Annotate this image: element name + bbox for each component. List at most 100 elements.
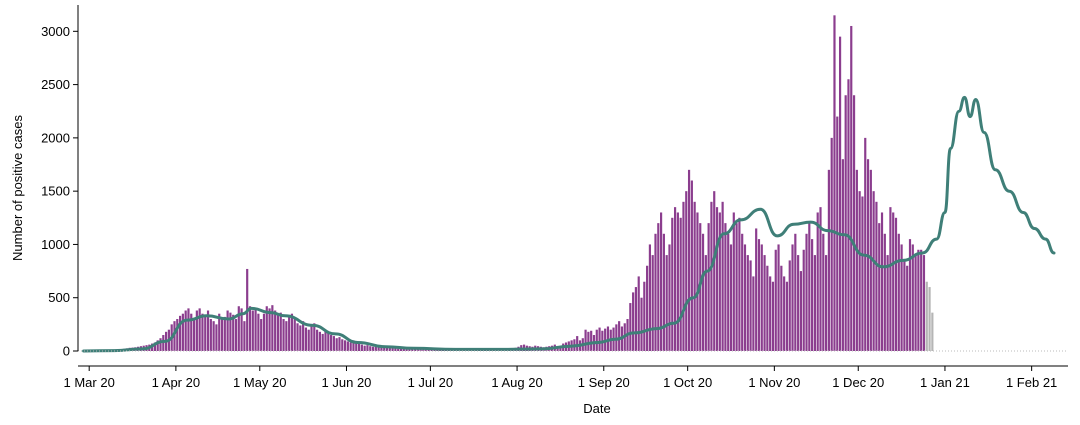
bar	[925, 281, 928, 351]
bar	[757, 239, 761, 351]
y-tick-label: 0	[63, 344, 70, 359]
x-tick-label: 1 Jun 20	[322, 375, 372, 390]
bar	[355, 342, 358, 351]
bar	[159, 338, 162, 351]
bar	[917, 249, 920, 351]
bar	[673, 207, 677, 351]
bar	[883, 233, 886, 351]
bar	[727, 233, 730, 351]
bar	[324, 329, 327, 351]
bar	[892, 212, 895, 351]
bar	[729, 244, 733, 351]
x-tick-label: 1 May 20	[233, 375, 286, 390]
axes: 0 500 1000 1500 2000 2500 3000 1 Mar 20 1 Apr 20…	[41, 5, 1068, 390]
bar	[838, 36, 842, 351]
bar	[343, 340, 347, 351]
bar	[271, 305, 274, 351]
bar	[676, 212, 679, 351]
bar	[153, 342, 156, 351]
bar	[433, 349, 436, 351]
bar	[819, 207, 822, 351]
bar	[783, 276, 786, 351]
x-tick-label: 1 Oct 20	[663, 375, 712, 390]
bar	[251, 310, 254, 351]
y-tick-label: 500	[48, 290, 70, 305]
bar	[310, 325, 313, 351]
bar	[791, 244, 794, 351]
bar	[864, 137, 867, 352]
bar	[178, 315, 182, 351]
bar	[307, 329, 310, 351]
bar	[595, 329, 598, 351]
bar	[662, 233, 665, 351]
bar	[220, 319, 224, 351]
bar	[735, 223, 738, 352]
bar	[604, 328, 607, 351]
bar	[408, 348, 411, 351]
bar	[427, 349, 431, 351]
bar	[855, 169, 858, 351]
bar	[746, 255, 749, 351]
bar	[302, 321, 305, 351]
bar	[844, 95, 847, 351]
bar	[346, 341, 349, 351]
bar	[204, 316, 207, 351]
bar	[771, 281, 775, 351]
bar	[316, 329, 319, 351]
bar	[749, 260, 752, 351]
bar	[606, 326, 610, 351]
bar	[262, 313, 266, 351]
bar	[268, 308, 271, 352]
x-tick-label: 1 Jul 20	[408, 375, 454, 390]
bar	[833, 15, 836, 352]
bar	[651, 255, 654, 351]
bar	[685, 191, 688, 351]
bar	[769, 276, 772, 351]
bar	[391, 347, 394, 351]
bar	[825, 255, 828, 351]
bar	[830, 137, 833, 352]
bar	[419, 349, 422, 351]
bar	[682, 201, 685, 351]
bar	[615, 324, 618, 351]
y-tick-label: 3000	[41, 24, 70, 39]
bar	[880, 212, 884, 351]
bar	[176, 319, 179, 351]
bar	[914, 255, 917, 351]
bar	[215, 324, 218, 351]
bar	[766, 265, 769, 351]
bar	[640, 297, 643, 351]
bar	[634, 287, 638, 351]
bar	[704, 255, 707, 351]
y-tick-label: 2500	[41, 77, 70, 92]
bar	[637, 276, 640, 351]
bar	[413, 348, 417, 351]
bar	[928, 287, 931, 351]
bar	[920, 249, 923, 351]
bar	[811, 239, 814, 351]
bar	[366, 345, 369, 351]
x-axis-title: Date	[583, 401, 610, 416]
bar	[296, 323, 299, 351]
bar	[755, 228, 758, 351]
bar	[897, 233, 900, 351]
bar	[232, 314, 235, 351]
bar	[598, 327, 601, 351]
bar	[797, 255, 800, 351]
bar-series	[89, 15, 934, 352]
bar	[648, 244, 651, 351]
bar	[696, 212, 699, 351]
bar	[721, 201, 724, 351]
bar	[195, 310, 198, 351]
bar	[383, 347, 386, 351]
bar	[894, 217, 898, 351]
bar	[872, 191, 875, 351]
bar	[240, 308, 243, 352]
bar	[690, 180, 693, 351]
bar	[293, 319, 296, 351]
bar	[371, 346, 375, 351]
bar	[327, 331, 330, 351]
y-tick-label: 2000	[41, 130, 70, 145]
x-tick-label: 1 Nov 20	[748, 375, 800, 390]
bar	[657, 223, 660, 352]
